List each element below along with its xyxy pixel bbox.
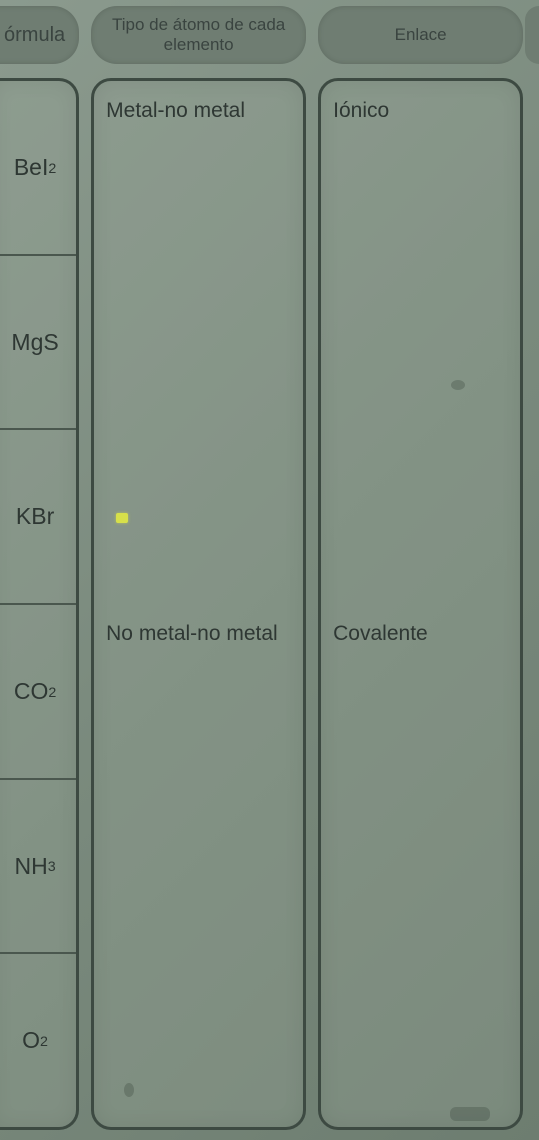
cell-enlace-1 — [321, 255, 520, 429]
cell-formula-3: CO2 — [0, 605, 76, 780]
cell-enlace-3-text: Covalente — [333, 622, 428, 646]
cell-tipo-3: No metal-no metal — [94, 604, 303, 778]
cell-enlace-2 — [321, 430, 520, 604]
cell-enlace-0: Iónico — [321, 81, 520, 255]
header-tipo-text: Tipo de átomo de cada elemento — [101, 15, 296, 54]
cell-enlace-4 — [321, 778, 520, 952]
cell-enlace-0-text: Iónico — [333, 99, 389, 123]
cell-tipo-0-text: Metal-no metal — [106, 99, 245, 123]
box-tipo: Metal-no metal No metal-no metal — [91, 78, 306, 1130]
box-formula: BeI2 MgS KBr CO2 NH3 O2 — [0, 78, 79, 1130]
cell-tipo-2 — [94, 430, 303, 604]
next-column-sliver — [525, 6, 539, 64]
header-enlace: Enlace — [318, 6, 523, 64]
cell-formula-0: BeI2 — [0, 81, 76, 256]
smudge-icon — [124, 1083, 134, 1097]
cell-formula-1: MgS — [0, 256, 76, 431]
cell-tipo-5 — [94, 953, 303, 1127]
header-formula-text: órmula — [4, 24, 65, 47]
column-tipo: Tipo de átomo de cada elemento Metal-no … — [91, 0, 306, 1140]
worksheet-page: órmula BeI2 MgS KBr CO2 NH3 O2 Tipo de á… — [0, 0, 539, 1140]
header-tipo: Tipo de átomo de cada elemento — [91, 6, 306, 64]
cell-enlace-3: Covalente — [321, 604, 520, 778]
smudge-icon — [451, 380, 465, 390]
cell-tipo-1 — [94, 255, 303, 429]
smudge-icon — [450, 1107, 490, 1121]
cell-tipo-4 — [94, 778, 303, 952]
cell-formula-4: NH3 — [0, 780, 76, 955]
cell-enlace-5 — [321, 953, 520, 1127]
column-formula: órmula BeI2 MgS KBr CO2 NH3 O2 — [0, 0, 79, 1140]
column-enlace: Enlace Iónico Covalente — [318, 0, 523, 1140]
cell-tipo-3-text: No metal-no metal — [106, 622, 278, 646]
cell-formula-5: O2 — [0, 954, 76, 1127]
cell-formula-2: KBr — [0, 430, 76, 605]
yellow-mark — [116, 513, 128, 523]
header-formula: órmula — [0, 6, 79, 64]
header-enlace-text: Enlace — [395, 25, 447, 45]
cell-tipo-0: Metal-no metal — [94, 81, 303, 255]
box-enlace: Iónico Covalente — [318, 78, 523, 1130]
